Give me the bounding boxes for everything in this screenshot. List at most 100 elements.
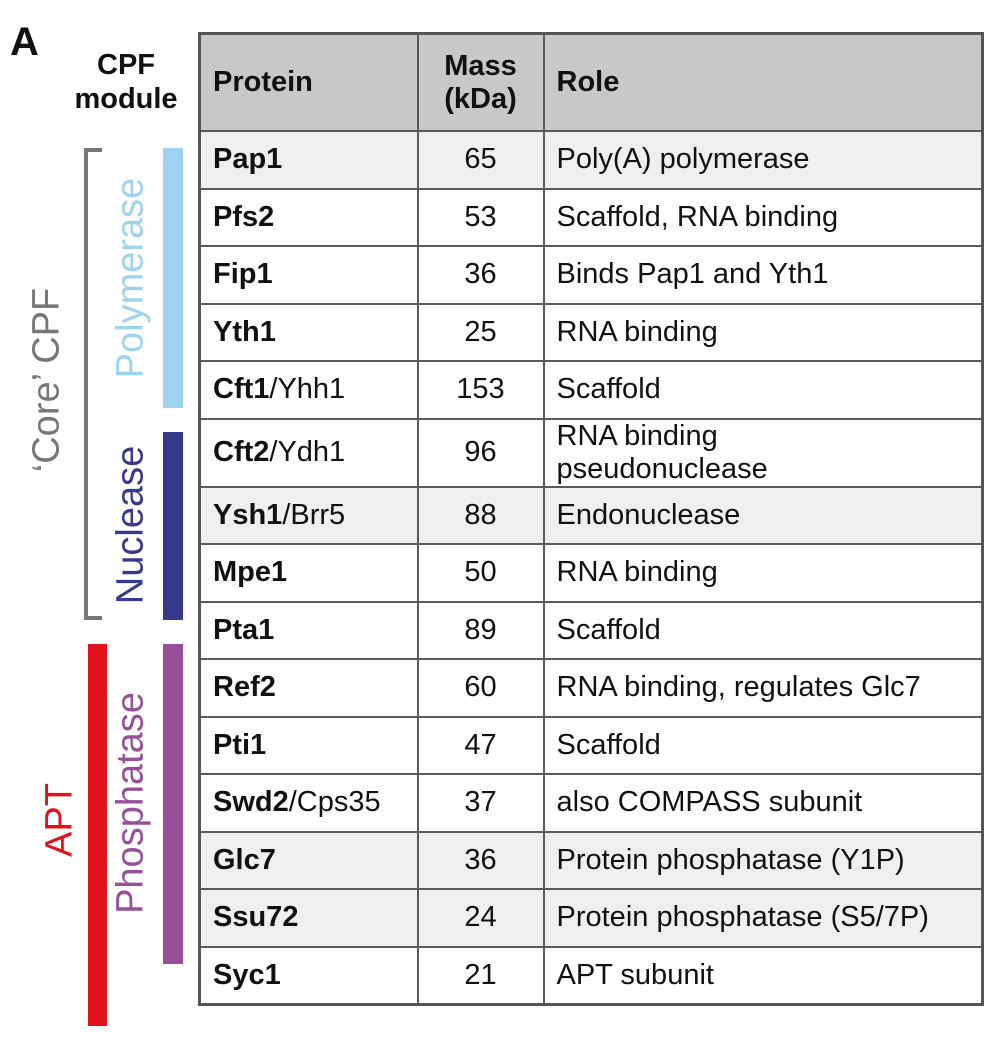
role-cell: RNA binding — [542, 302, 984, 362]
module-header-line1: CPF — [97, 49, 155, 81]
protein-name: Syc1 — [213, 958, 281, 991]
protein-name: Pfs2 — [213, 200, 275, 233]
table-row: Ref2 60 RNA binding, regulates Glc7 — [198, 658, 984, 718]
table-row: Pap1 65 Poly(A) polymerase — [198, 130, 984, 190]
protein-name: Cft1 — [213, 373, 270, 406]
role-text: RNA binding pseudonuclease — [556, 419, 768, 485]
protein-alias: /Cps35 — [288, 786, 381, 819]
header-mass-line1: Mass — [444, 49, 517, 82]
header-mass: Mass (kDa) — [416, 32, 545, 132]
role-text: RNA binding, regulates Glc7 — [556, 671, 921, 704]
mass-cell: 36 — [416, 830, 545, 890]
protein-name: Cft2 — [213, 436, 270, 468]
protein-cell: Mpe1 — [198, 543, 419, 603]
role-cell: RNA binding pseudonuclease — [542, 417, 984, 488]
protein-cell: Glc7 — [198, 830, 419, 890]
protein-cell: Ref2 — [198, 658, 419, 718]
protein-alias: /Yhh1 — [269, 373, 346, 406]
role-cell: RNA binding, regulates Glc7 — [542, 658, 984, 718]
polymerase-bar — [163, 148, 183, 408]
core-cpf-bracket — [84, 148, 102, 620]
protein-alias: /Brr5 — [282, 498, 346, 531]
role-cell: Protein phosphatase (S5/7P) — [542, 888, 984, 948]
protein-name: Mpe1 — [213, 556, 288, 589]
mass-cell: 50 — [416, 543, 545, 603]
role-text: also COMPASS subunit — [556, 786, 863, 819]
protein-cell: Swd2/Cps35 — [198, 773, 419, 833]
role-text: Scaffold — [556, 613, 661, 646]
protein-cell: Yth1 — [198, 302, 419, 362]
role-text: Scaffold, RNA binding — [556, 200, 839, 233]
table-row: Pta1 89 Scaffold — [198, 600, 984, 660]
header-mass-line2: (kDa) — [444, 82, 517, 115]
role-cell: Scaffold, RNA binding — [542, 187, 984, 247]
table-header-row: Protein Mass (kDa) Role — [198, 32, 984, 132]
core-cpf-label: ‘Core’ CPF — [25, 287, 68, 473]
role-text: RNA binding — [556, 556, 718, 589]
mass-cell: 153 — [416, 360, 545, 420]
mass-cell: 47 — [416, 715, 545, 775]
role-text: Scaffold — [556, 373, 661, 406]
apt-bar — [88, 644, 107, 1026]
header-role: Role — [542, 32, 984, 132]
protein-name: Fip1 — [213, 258, 273, 291]
protein-name: Yth1 — [213, 315, 276, 348]
protein-cell: Pta1 — [198, 600, 419, 660]
role-cell: Endonuclease — [542, 485, 984, 545]
mass-cell: 36 — [416, 245, 545, 305]
protein-name: Ssu72 — [213, 901, 299, 934]
phosphatase-label: Phosphatase — [109, 692, 152, 914]
protein-cell: Pap1 — [198, 130, 419, 190]
protein-name: Swd2 — [213, 786, 289, 819]
role-text: Endonuclease — [556, 498, 741, 531]
mass-cell: 60 — [416, 658, 545, 718]
protein-cell: Cft1/Yhh1 — [198, 360, 419, 420]
protein-cell: Ssu72 — [198, 888, 419, 948]
role-cell: Binds Pap1 and Yth1 — [542, 245, 984, 305]
module-header-line2: module — [74, 83, 178, 115]
role-cell: Scaffold — [542, 715, 984, 775]
table-row: Cft1/Yhh1 153 Scaffold — [198, 360, 984, 420]
mass-cell: 24 — [416, 888, 545, 948]
mass-cell: 21 — [416, 945, 545, 1005]
cpf-module-header: CPF module — [60, 48, 192, 116]
protein-cell: Pti1 — [198, 715, 419, 775]
table-row: Pti1 47 Scaffold — [198, 715, 984, 775]
table-row: Syc1 21 APT subunit — [198, 945, 984, 1005]
role-text: Binds Pap1 and Yth1 — [556, 258, 829, 291]
protein-alias: /Ydh1 — [269, 436, 346, 468]
table-row: Swd2/Cps35 37 also COMPASS subunit — [198, 773, 984, 833]
protein-cell: Pfs2 — [198, 187, 419, 247]
nuclease-label: Nuclease — [109, 445, 152, 605]
panel-label: A — [10, 20, 39, 64]
role-cell: Poly(A) polymerase — [542, 130, 984, 190]
mass-cell: 53 — [416, 187, 545, 247]
cpf-protein-table: Protein Mass (kDa) Role Pap1 65 Poly(A) po… — [198, 32, 984, 1006]
role-cell: Scaffold — [542, 360, 984, 420]
mass-cell: 65 — [416, 130, 545, 190]
table-row: Mpe1 50 RNA binding — [198, 543, 984, 603]
protein-cell: Fip1 — [198, 245, 419, 305]
phosphatase-bar — [163, 644, 183, 964]
protein-cell: Cft2/Ydh1 — [198, 417, 419, 488]
nuclease-bar — [163, 432, 183, 620]
role-cell: RNA binding — [542, 543, 984, 603]
mass-cell: 88 — [416, 485, 545, 545]
protein-cell: Ysh1/Brr5 — [198, 485, 419, 545]
role-cell: APT subunit — [542, 945, 984, 1005]
mass-cell: 89 — [416, 600, 545, 660]
protein-name: Glc7 — [213, 843, 276, 876]
table-row: Ssu72 24 Protein phosphatase (S5/7P) — [198, 888, 984, 948]
table-row: Glc7 36 Protein phosphatase (Y1P) — [198, 830, 984, 890]
role-text: APT subunit — [556, 958, 714, 991]
mass-cell: 37 — [416, 773, 545, 833]
table-row: Fip1 36 Binds Pap1 and Yth1 — [198, 245, 984, 305]
mass-cell: 96 — [416, 417, 545, 488]
header-protein: Protein — [198, 32, 419, 132]
protein-cell: Syc1 — [198, 945, 419, 1005]
role-cell: also COMPASS subunit — [542, 773, 984, 833]
role-text: Protein phosphatase (S5/7P) — [556, 901, 929, 934]
role-text: RNA binding — [556, 315, 718, 348]
protein-name: Pti1 — [213, 728, 267, 761]
protein-name: Ref2 — [213, 671, 276, 704]
